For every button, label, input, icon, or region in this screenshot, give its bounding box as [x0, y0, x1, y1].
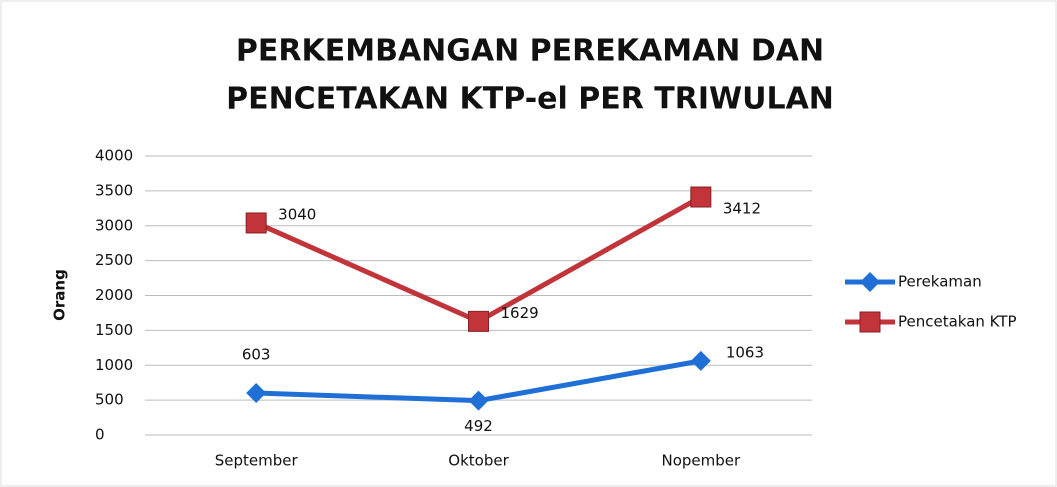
y-tick-label: 0 [95, 426, 105, 444]
data-label: 3412 [723, 200, 761, 218]
marker [468, 310, 489, 332]
marker [690, 186, 712, 208]
data-label: 492 [464, 417, 493, 435]
y-tick-label: 2000 [95, 286, 133, 304]
chart-title: PENCETAKAN KTP-el PER TRIWULAN [226, 82, 834, 117]
y-tick-label: 3500 [95, 181, 133, 199]
data-label: 1629 [501, 304, 539, 322]
marker [468, 390, 489, 411]
marker [246, 382, 267, 403]
chart-title: PERKEMBANGAN PEREKAMAN DAN [236, 34, 824, 69]
y-tick-label: 3000 [95, 216, 133, 234]
x-tick-label: Nopember [661, 452, 741, 470]
y-tick-label: 2500 [95, 251, 133, 269]
marker [245, 212, 267, 234]
y-tick-label: 4000 [95, 147, 133, 165]
data-label: 3040 [278, 205, 316, 223]
legend-label: Pencetakan KTP [898, 313, 1017, 331]
legend-label: Perekaman [898, 273, 982, 291]
y-tick-label: 500 [95, 391, 124, 409]
x-tick-label: September [215, 452, 299, 470]
marker [860, 272, 880, 292]
y-tick-label: 1500 [95, 321, 133, 339]
x-tick-label: Oktober [448, 452, 509, 470]
y-tick-label: 1000 [95, 356, 133, 374]
y-axis-label: Orang [51, 269, 69, 321]
data-label: 1063 [726, 343, 764, 361]
marker [690, 350, 711, 371]
data-label: 603 [242, 345, 271, 363]
marker [859, 311, 881, 333]
